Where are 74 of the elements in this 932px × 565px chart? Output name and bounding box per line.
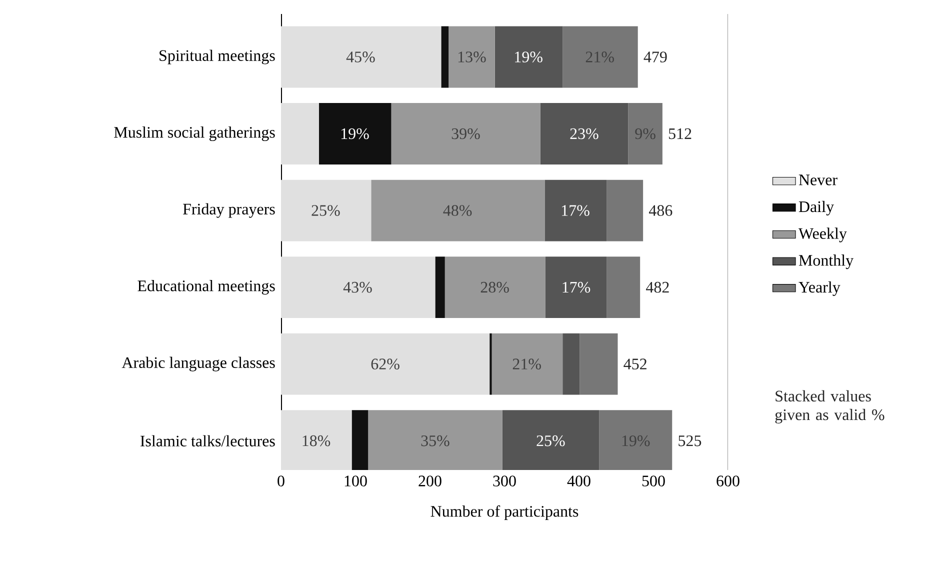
annotation: 19% xyxy=(341,128,369,140)
bar xyxy=(494,26,563,88)
bar xyxy=(435,256,445,318)
annotation: 13% xyxy=(458,52,486,62)
total-label: 512 xyxy=(668,128,692,140)
x-tick-label: 300 xyxy=(493,476,516,486)
y-tick-label: Islamic talks/lectures xyxy=(140,435,275,446)
annotation: 28% xyxy=(480,282,509,293)
annotation: 35% xyxy=(421,435,450,446)
y-tick-label: Educational meetings xyxy=(138,280,275,295)
annotation: 19% xyxy=(515,52,542,62)
annotation: 17% xyxy=(562,282,590,293)
bar xyxy=(580,333,618,395)
x-tick-label: 600 xyxy=(716,476,740,486)
legend-label: Never xyxy=(798,174,838,186)
bar xyxy=(318,103,392,164)
bar xyxy=(281,180,372,242)
total-label: 486 xyxy=(648,205,672,216)
total-label: 452 xyxy=(624,358,646,370)
y-tick-label: Muslim social gatherings xyxy=(114,126,275,142)
bar xyxy=(281,333,490,395)
x-tick-label: 200 xyxy=(418,476,442,486)
annotation: 19% xyxy=(622,435,650,446)
y-tick-label: Friday prayers xyxy=(183,203,275,218)
legend-label: Daily xyxy=(798,200,834,216)
legend-label: Monthly xyxy=(798,254,854,270)
y-tick-label: Spiritual meetings xyxy=(160,50,275,64)
bar xyxy=(544,180,607,242)
bar xyxy=(352,410,368,470)
bar xyxy=(628,103,662,164)
total-label: 479 xyxy=(644,52,667,62)
annotation: 17% xyxy=(562,205,590,216)
bar xyxy=(448,26,495,88)
annotation: 9% xyxy=(635,128,656,140)
x-tick-label: 0 xyxy=(278,476,284,486)
bar xyxy=(281,256,436,318)
legend-label: Weekly xyxy=(798,228,847,242)
x-tick-label: 400 xyxy=(567,476,590,486)
bar xyxy=(281,103,319,164)
x-tick-label: 500 xyxy=(642,476,665,486)
annotation: 45% xyxy=(346,52,375,62)
annotation: 25% xyxy=(312,205,340,216)
annotation: 18% xyxy=(302,435,330,446)
annotation: 39% xyxy=(452,128,480,140)
bar xyxy=(606,180,644,242)
annotation: 23% xyxy=(570,128,598,140)
bar xyxy=(606,256,640,318)
bar xyxy=(441,26,449,88)
bar xyxy=(502,410,600,470)
bar xyxy=(391,103,540,164)
bar xyxy=(545,256,607,318)
y-tick-label: Arabic language classes xyxy=(122,356,275,372)
annotation: 48% xyxy=(443,205,472,216)
x-axis-title: Number of participants xyxy=(430,505,578,520)
bar xyxy=(368,410,502,470)
bar xyxy=(562,26,638,88)
bar xyxy=(562,333,580,395)
legend-label: Yearly xyxy=(798,281,840,296)
annotation: 21% xyxy=(512,358,541,370)
bar xyxy=(281,410,352,470)
bar xyxy=(540,103,628,164)
bar xyxy=(281,26,442,88)
bar xyxy=(599,410,672,470)
x-tick-label: 100 xyxy=(344,476,367,486)
annotation: 62% xyxy=(371,358,400,370)
annotation: 43% xyxy=(343,282,372,293)
text: Stacked values given as valid % xyxy=(775,390,884,424)
total-label: 482 xyxy=(646,282,669,293)
annotation: 21% xyxy=(586,52,614,62)
bar xyxy=(492,333,563,395)
bar xyxy=(371,180,545,242)
annotation: 25% xyxy=(536,435,565,446)
total-label: 525 xyxy=(678,435,702,446)
bar xyxy=(444,256,546,318)
